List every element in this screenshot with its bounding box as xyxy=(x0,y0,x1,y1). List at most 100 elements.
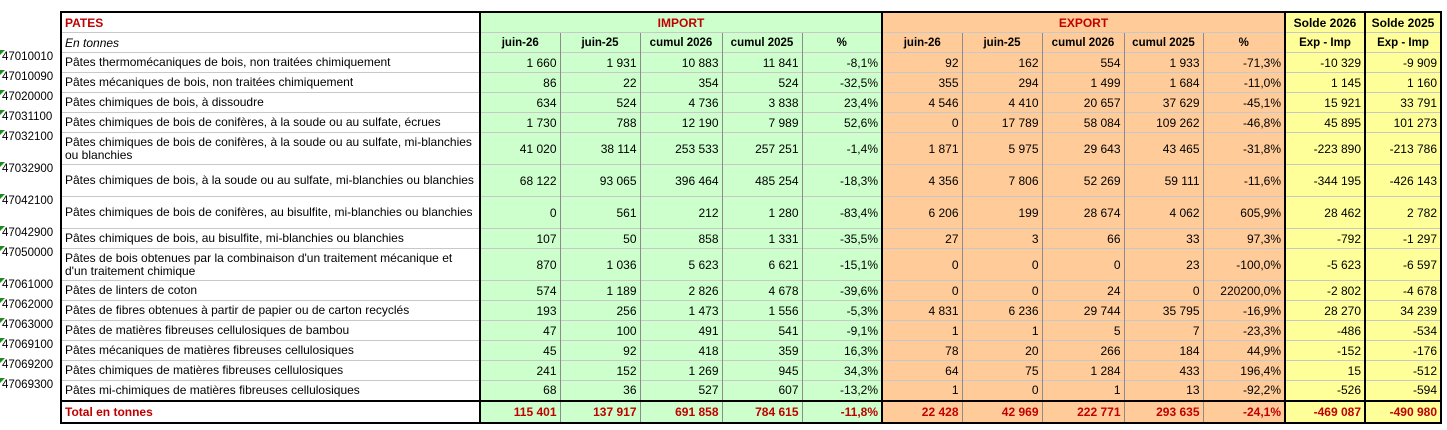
import-value-cell: 12 190 xyxy=(639,112,722,133)
export-percent-cell: 97,3% xyxy=(1202,228,1285,249)
table-row: Pâtes chimiques de bois, au bisulfite, m… xyxy=(60,228,1441,249)
solde-2025-cell: -4 678 xyxy=(1364,280,1441,301)
product-code: 47069100 xyxy=(0,338,60,358)
import-value-cell: 945 xyxy=(721,360,802,381)
export-value-cell: 35 795 xyxy=(1123,300,1203,321)
import-value-cell: 11 841 xyxy=(721,52,802,73)
export-value-cell: 4 062 xyxy=(1123,196,1203,229)
import-value-cell: 22 xyxy=(559,72,640,93)
import-value-cell: 4 678 xyxy=(721,280,802,301)
import-value-cell: 1 189 xyxy=(559,280,640,301)
solde-2026-cell: -5 623 xyxy=(1284,248,1365,281)
solde-2026-cell: 15 xyxy=(1284,360,1365,381)
product-label: Pâtes chimiques de bois de conifères, à … xyxy=(60,112,480,133)
export-value-cell: 6 236 xyxy=(961,300,1042,321)
export-value-cell: 92 xyxy=(881,52,962,73)
import-value-cell: 100 xyxy=(559,320,640,341)
export-col-cumul-previous: cumul 2025 xyxy=(1123,32,1203,53)
export-value-cell: 184 xyxy=(1123,340,1203,361)
product-label: Pâtes chimiques de bois, au bisulfite, m… xyxy=(60,228,480,249)
solde-2026-cell: 15 921 xyxy=(1284,92,1365,113)
import-value-cell: 68 xyxy=(479,380,560,401)
import-value-cell: 1 331 xyxy=(721,228,802,249)
export-value-cell: 5 975 xyxy=(961,132,1042,165)
import-value-cell: 92 xyxy=(559,340,640,361)
export-percent-cell: 605,9% xyxy=(1202,196,1285,229)
import-value-cell: 541 xyxy=(721,320,802,341)
import-value-cell: 354 xyxy=(639,72,722,93)
export-value-cell: 27 xyxy=(881,228,962,249)
import-percent-cell: -5,3% xyxy=(801,300,882,321)
import-value-cell: 396 464 xyxy=(639,164,722,197)
export-value-cell: 0 xyxy=(1123,280,1203,301)
import-value-cell: 418 xyxy=(639,340,722,361)
product-label: Pâtes mi-chimiques de matières fibreuses… xyxy=(60,380,480,401)
product-code: 47069200 xyxy=(0,358,60,378)
product-code: 47050000 xyxy=(0,246,60,278)
solde-2025-header: Solde 2025 xyxy=(1364,11,1441,33)
import-value-cell: 1 556 xyxy=(721,300,802,321)
solde-2025-cell: 101 273 xyxy=(1364,112,1441,133)
export-value-cell: 75 xyxy=(961,360,1042,381)
import-value-cell: 212 xyxy=(639,196,722,229)
import-col-cumul-current: cumul 2026 xyxy=(639,32,722,53)
import-col-month-current: juin-26 xyxy=(479,32,560,53)
import-value-cell: 858 xyxy=(639,228,722,249)
group-header-row: PATES IMPORT EXPORT Solde 2026 Solde 202… xyxy=(60,11,1441,33)
table-row: Pâtes de linters de coton 574 1 189 2 826 4 … xyxy=(60,280,1441,301)
export-value-cell: 20 xyxy=(961,340,1042,361)
export-value-cell: 1 871 xyxy=(881,132,962,165)
import-value-cell: 253 533 xyxy=(639,132,722,165)
export-percent-cell: -11,6% xyxy=(1202,164,1285,197)
export-value-cell: 1 xyxy=(881,380,962,401)
import-value-cell: 68 122 xyxy=(479,164,560,197)
total-solde-2025: -490 980 xyxy=(1364,399,1441,423)
solde-2025-cell: 2 782 xyxy=(1364,196,1441,229)
import-value-cell: 107 xyxy=(479,228,560,249)
import-value-cell: 359 xyxy=(721,340,802,361)
export-value-cell: 33 xyxy=(1123,228,1203,249)
import-value-cell: 3 838 xyxy=(721,92,802,113)
export-percent-cell: -31,8% xyxy=(1202,132,1285,165)
export-percent-cell: -71,3% xyxy=(1202,52,1285,73)
import-value-cell: 41 020 xyxy=(479,132,560,165)
solde-2026-cell: -526 xyxy=(1284,380,1365,401)
export-value-cell: 24 xyxy=(1041,280,1124,301)
table-row: Pâtes chimiques de bois de conifères, à … xyxy=(60,112,1441,133)
export-percent-cell: -45,1% xyxy=(1202,92,1285,113)
export-value-cell: 1 499 xyxy=(1041,72,1124,93)
solde-2026-cell: 28 462 xyxy=(1284,196,1365,229)
import-percent-cell: 23,4% xyxy=(801,92,882,113)
table-row: Pâtes chimiques de bois de conifères, au… xyxy=(60,196,1441,229)
import-percent-cell: -13,2% xyxy=(801,380,882,401)
export-value-cell: 13 xyxy=(1123,380,1203,401)
import-value-cell: 152 xyxy=(559,360,640,381)
export-value-cell: 29 744 xyxy=(1041,300,1124,321)
export-value-cell: 355 xyxy=(881,72,962,93)
table-row: Pâtes thermomécaniques de bois, non trai… xyxy=(60,52,1441,73)
solde-2026-cell: -486 xyxy=(1284,320,1365,341)
product-code: 47032900 xyxy=(0,162,60,194)
import-value-cell: 1 931 xyxy=(559,52,640,73)
product-code: 47042100 xyxy=(0,194,60,226)
import-col-month-previous: juin-25 xyxy=(559,32,640,53)
import-percent-cell: -32,5% xyxy=(801,72,882,93)
total-export-cell: 22 428 xyxy=(881,399,962,423)
export-value-cell: 0 xyxy=(961,248,1042,281)
product-code: 47032100 xyxy=(0,130,60,162)
export-value-cell: 3 xyxy=(961,228,1042,249)
product-label: Pâtes chimiques de bois, à la soude ou a… xyxy=(60,164,480,197)
solde-2026-cell: -792 xyxy=(1284,228,1365,249)
export-value-cell: 20 657 xyxy=(1041,92,1124,113)
total-import-cell: 115 401 xyxy=(479,399,560,423)
column-header-row: En tonnes juin-26 juin-25 cumul 2026 cum… xyxy=(60,32,1441,53)
solde-2026-cell: -344 195 xyxy=(1284,164,1365,197)
export-value-cell: 6 206 xyxy=(881,196,962,229)
import-value-cell: 45 xyxy=(479,340,560,361)
solde-2025-cell: 1 160 xyxy=(1364,72,1441,93)
table-row: Pâtes de matières fibreuses cellulosique… xyxy=(60,320,1441,341)
export-percent-cell: 196,4% xyxy=(1202,360,1285,381)
solde-2026-subheader: Exp - Imp xyxy=(1284,32,1365,53)
pulp-trade-table: PATES IMPORT EXPORT Solde 2026 Solde 202… xyxy=(60,11,1442,424)
export-value-cell: 1 284 xyxy=(1041,360,1124,381)
